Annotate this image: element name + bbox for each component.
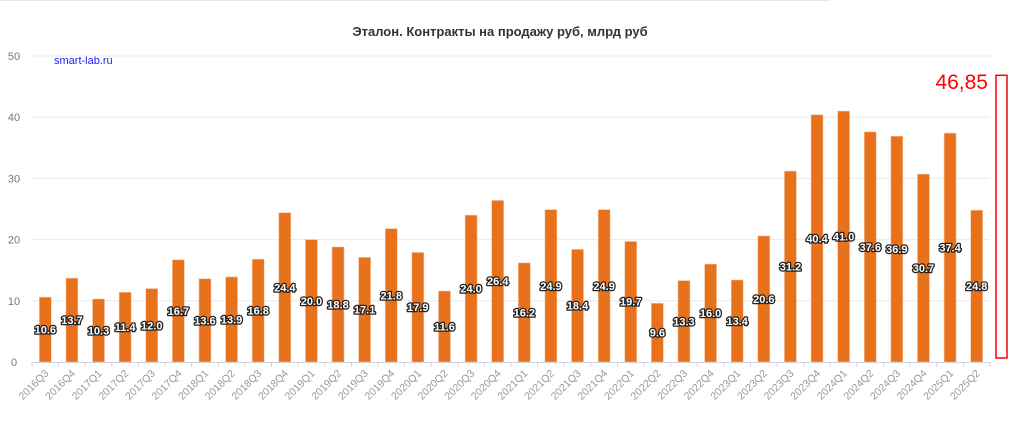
data-label: 17.9 [407,302,428,314]
bar [784,170,797,363]
bar [677,280,691,363]
bar [518,262,531,363]
bar [464,214,478,363]
data-label: 19.7 [620,297,641,309]
data-label: 16.7 [168,306,189,318]
bar [118,291,132,363]
data-label: 20.6 [753,294,774,306]
bar [757,235,771,363]
data-label: 31.2 [780,262,801,274]
data-label: 13.3 [673,316,694,328]
bar [145,288,159,363]
bar [730,279,744,363]
data-label: 24.9 [593,281,614,293]
y-tick-label: 30 [8,173,20,185]
data-label: 16.0 [700,308,721,320]
data-label: 9.6 [650,328,665,340]
data-label: 37.4 [939,243,961,255]
data-label: 41.0 [833,232,854,244]
data-label: 24.4 [274,282,296,294]
bar [411,252,425,363]
chart-title: Эталон. Контракты на продажу руб, млрд р… [352,24,647,39]
data-label: 40.4 [806,233,828,245]
bar [305,239,318,363]
bar [624,241,638,363]
data-label: 26.4 [487,276,509,288]
bar [278,212,292,363]
data-label: 24.9 [540,281,561,293]
y-tick-label: 0 [11,357,17,369]
data-label: 30.7 [913,263,934,275]
data-label: 13.4 [726,316,748,328]
data-label: 24.8 [966,281,987,293]
data-label: 11.6 [434,322,455,334]
data-label: 18.4 [567,301,589,313]
bar [863,131,877,363]
bar [251,258,265,363]
data-label: 10.3 [88,325,109,337]
data-label: 37.6 [860,242,881,254]
bar [970,209,983,363]
data-label: 17.1 [354,305,375,317]
bar [943,132,957,363]
data-label: 12.0 [141,320,162,332]
bar [491,200,504,363]
watermark: smart-lab.ru [54,55,113,67]
x-tick-label: 2025Q2 [948,368,983,403]
bar [331,246,345,363]
data-label: 13.6 [194,315,215,327]
y-tick-label: 10 [8,296,20,308]
y-tick-label: 50 [8,51,20,63]
bar [92,298,105,363]
bar [810,114,824,363]
data-label: 10.6 [35,325,56,337]
data-label: 16.8 [247,306,268,318]
annotation-label: 46,85 [935,71,988,94]
data-label: 36.9 [886,244,907,256]
data-label: 11.4 [115,322,137,334]
bar [65,277,79,363]
bar [917,173,930,363]
bar [358,257,371,363]
bar [172,259,185,363]
data-label: 13.7 [61,315,82,327]
bar [384,228,398,363]
data-label: 21.8 [381,290,402,302]
data-label: 24.0 [460,284,481,296]
bar [704,263,717,363]
bar [837,110,850,363]
y-tick-label: 20 [8,235,20,247]
data-label: 16.2 [514,307,535,319]
bar [890,135,904,363]
y-tick-label: 40 [8,112,20,124]
bar [571,249,584,363]
bar [597,209,611,363]
data-label: 20.0 [301,296,322,308]
bar [225,276,238,363]
data-label: 18.8 [327,299,348,311]
annotation-box [995,74,1008,359]
bar [438,290,451,363]
bar [39,296,52,363]
bar [651,302,664,363]
data-label: 13.9 [221,314,242,326]
bar [198,278,212,363]
bar [544,209,558,363]
